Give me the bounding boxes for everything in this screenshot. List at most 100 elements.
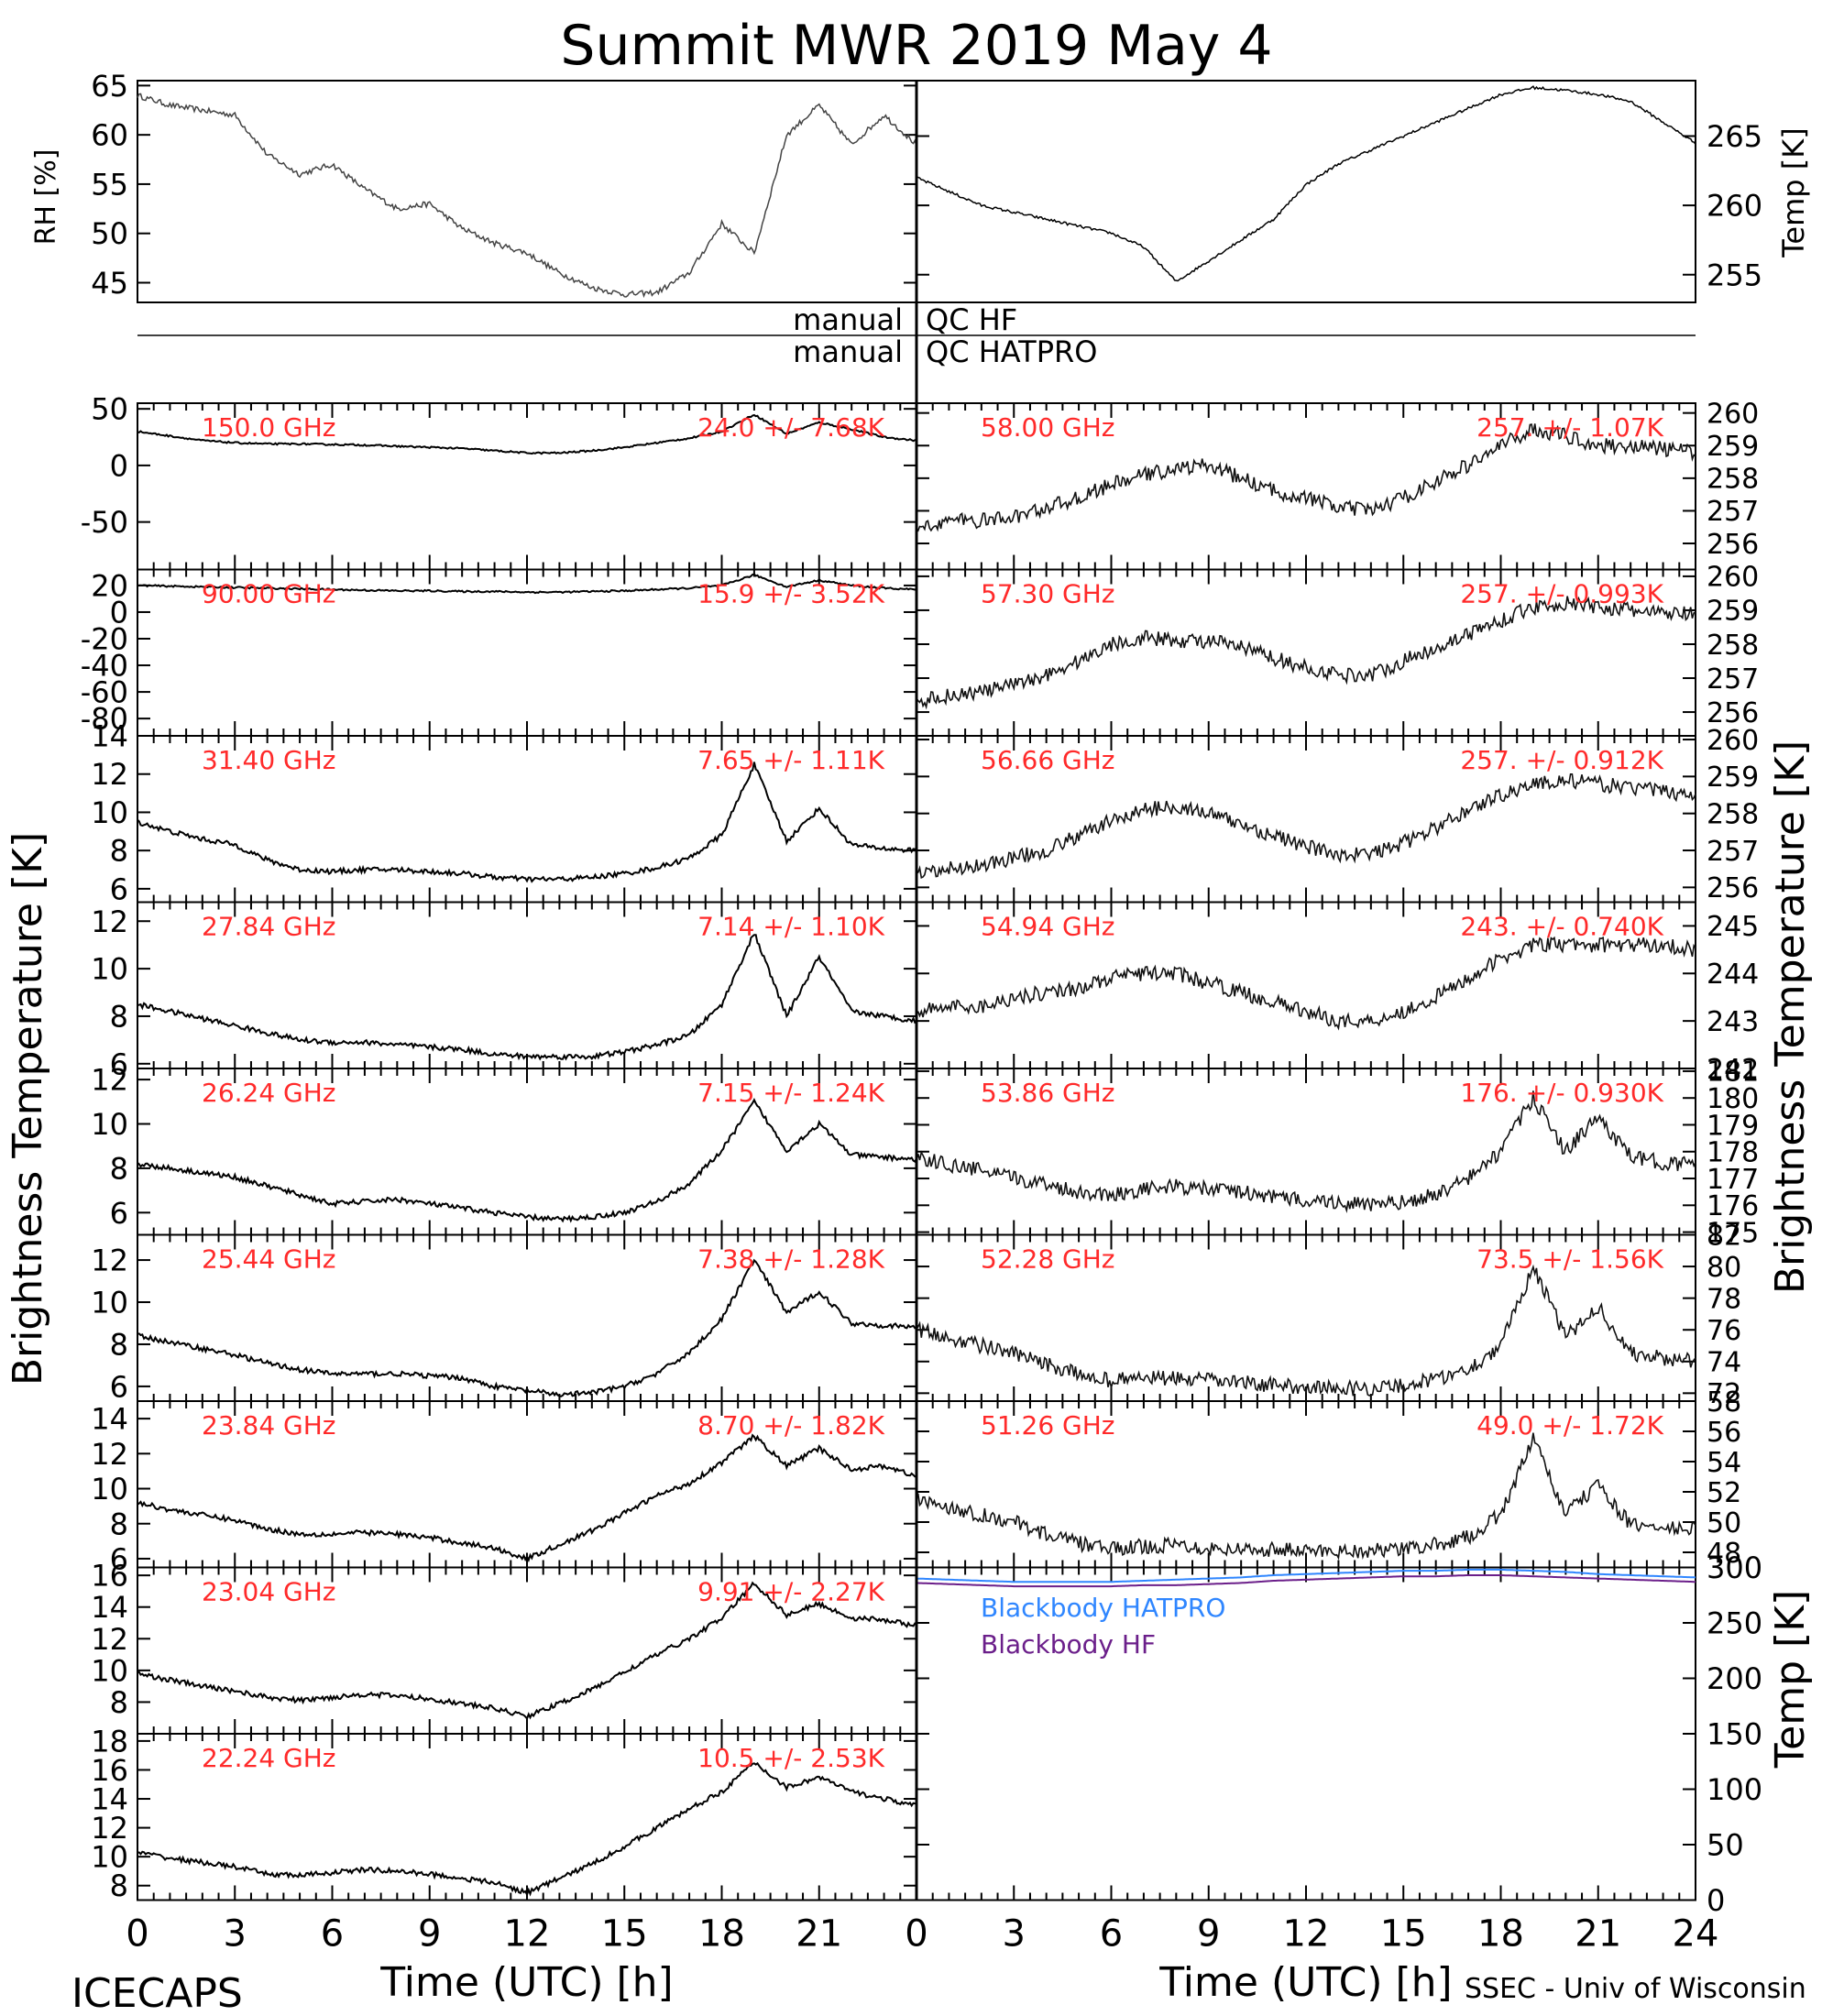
right-panel-y-ticks: 256 257 258 259 260 <box>916 725 1759 904</box>
y-tick-label: 176 <box>1707 1190 1759 1222</box>
y-tick-label: 255 <box>1707 257 1762 292</box>
x-tick-label-left: 18 <box>698 1913 745 1956</box>
y-tick-label: 72 <box>1707 1378 1741 1410</box>
left-panel-y-ticks: 6 8 10 12 <box>91 1244 916 1404</box>
qc-hatpro-label: QC HATPRO <box>926 334 1097 369</box>
y-tick-label: 12 <box>91 1811 128 1846</box>
y-tick-label: 10 <box>91 1653 128 1688</box>
right-panel-series <box>916 1090 1696 1213</box>
rh-panel-frame <box>137 80 917 303</box>
right-panel-freq-label: 56.66 GHz <box>981 745 1115 775</box>
y-tick-label: 178 <box>1707 1137 1759 1169</box>
y-tick-label: 50 <box>91 392 128 427</box>
y-axis-title-left: Brightness Temperature [K] <box>5 832 51 1386</box>
y-tick-label: 10 <box>91 952 128 987</box>
y-tick-label: 250 <box>1707 1606 1762 1641</box>
y-tick-label: 50 <box>1707 1507 1741 1539</box>
left-panel-freq-label: 22.24 GHz <box>202 1743 336 1773</box>
left-panel-freq-label: 150.0 GHz <box>202 412 336 443</box>
right-panel-x-ticks <box>916 736 1696 903</box>
right-panel-x-ticks <box>916 1068 1696 1235</box>
right-panel-stat-label: 49.0 +/- 1.72K <box>1476 1410 1663 1441</box>
left-panel-stat-label: 7.38 +/- 1.28K <box>697 1244 884 1275</box>
y-tick-label: 8 <box>110 1868 128 1903</box>
right-panel-x-ticks <box>916 1401 1696 1568</box>
y-tick-label: -60 <box>81 675 128 710</box>
y-tick-label: 16 <box>91 1753 128 1788</box>
left-panel-freq-label: 26.24 GHz <box>202 1078 336 1108</box>
x-tick-label-right: 21 <box>1575 1913 1621 1956</box>
y-tick-label: 12 <box>91 1244 128 1278</box>
rh-series <box>137 93 917 299</box>
y-tick-label: 150 <box>1707 1717 1762 1752</box>
y-tick-label: 54 <box>1707 1447 1741 1479</box>
y-tick-label: 243 <box>1707 1006 1759 1038</box>
y-tick-label: -40 <box>81 649 128 684</box>
left-panel-stat-label: 10.5 +/- 2.53K <box>697 1743 884 1773</box>
y-tick-label: 10 <box>91 1472 128 1507</box>
y-tick-label: 8 <box>110 1507 128 1541</box>
y-tick-label: -50 <box>81 505 128 540</box>
y-tick-label: 12 <box>91 1437 128 1472</box>
right-panel-series <box>916 596 1696 710</box>
left-panel-series <box>137 761 917 883</box>
y-tick-label: 260 <box>1707 725 1759 757</box>
rh-y-ticks: 45 50 55 60 65 <box>91 69 916 301</box>
x-tick-label-right: 15 <box>1380 1913 1427 1956</box>
qc-hatpro-manual-label: manual <box>793 334 903 369</box>
y-tick-label: 0 <box>110 448 128 483</box>
left-panel-x-ticks <box>137 1234 917 1401</box>
left-panel-y-ticks: 6 8 10 12 <box>91 904 916 1081</box>
qc-hf-label: QC HF <box>926 302 1017 337</box>
blackbody-hatpro-line <box>916 1568 1696 1583</box>
y-tick-label: 12 <box>91 1063 128 1098</box>
y-tick-label: 244 <box>1707 959 1759 991</box>
right-panel-freq-label: 58.00 GHz <box>981 412 1115 443</box>
y-tick-label: 18 <box>91 1724 128 1759</box>
x-tick-label-right: 3 <box>1003 1913 1026 1956</box>
x-tick-label-right: 6 <box>1100 1913 1123 1956</box>
left-panel-y-ticks: 200-20-40-60-80 <box>81 568 916 737</box>
left-panel-x-ticks <box>137 736 917 903</box>
right-panel-stat-label: 176. +/- 0.930K <box>1460 1078 1663 1108</box>
y-tick-label: 14 <box>91 719 128 754</box>
y-tick-label: 82 <box>1707 1220 1741 1252</box>
qc-hf-manual-label: manual <box>793 302 903 337</box>
left-panel-series <box>137 413 917 455</box>
y-tick-label: 80 <box>1707 1252 1741 1284</box>
right-panel-series <box>916 1264 1696 1397</box>
temp-series <box>916 85 1696 282</box>
x-tick-label-right: 12 <box>1283 1913 1330 1956</box>
y-tick-label: 60 <box>91 118 128 153</box>
left-panel-stat-label: 9.91 +/- 2.27K <box>697 1577 884 1607</box>
y-tick-label: 6 <box>110 1196 128 1231</box>
x-tick-label-left: 15 <box>601 1913 648 1956</box>
y-tick-label: 180 <box>1707 1083 1759 1115</box>
left-panel-stat-label: 24.0 +/- 7.68K <box>697 412 884 443</box>
y-tick-label: 56 <box>1707 1417 1741 1449</box>
y-tick-label: 55 <box>91 167 128 202</box>
figure-title: Summit MWR 2019 May 4 <box>560 14 1272 78</box>
left-panel-stat-label: 8.70 +/- 1.82K <box>697 1410 884 1441</box>
left-panel-freq-label: 25.44 GHz <box>202 1244 336 1275</box>
y-tick-label: 8 <box>110 1685 128 1720</box>
right-panel-x-ticks <box>916 403 1696 570</box>
y-tick-label: 20 <box>91 568 128 603</box>
y-tick-label: 12 <box>91 904 128 939</box>
y-tick-label: 300 <box>1707 1550 1762 1585</box>
right-panel-series <box>916 423 1696 532</box>
y-tick-label: 6 <box>110 1369 128 1404</box>
legend-blackbody-hf: Blackbody HF <box>981 1629 1156 1660</box>
y-tick-label: 0 <box>1707 1883 1725 1918</box>
footer-right: SSEC - Univ of Wisconsin <box>1465 1973 1806 2005</box>
y-tick-label: 50 <box>1707 1828 1744 1863</box>
y-axis-title-right: Brightness Temperature [K] <box>1767 740 1814 1294</box>
blackbody-y-ticks: 0 50 100 150 200 250 300 <box>916 1550 1762 1918</box>
x-axis-title-left: Time (UTC) [h] <box>379 1959 673 2006</box>
y-tick-label: 257 <box>1707 836 1759 868</box>
left-panel-series <box>137 934 917 1061</box>
left-panel-stat-label: 15.9 +/- 3.52K <box>697 579 884 609</box>
y-tick-label: 265 <box>1707 119 1762 154</box>
